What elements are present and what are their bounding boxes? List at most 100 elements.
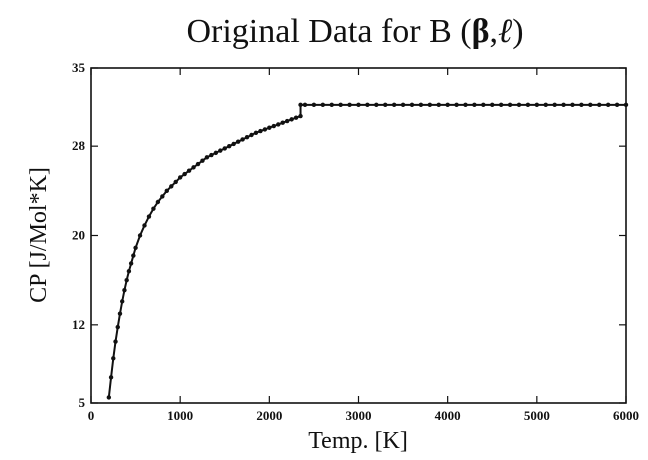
data-point (374, 102, 379, 108)
plot-frame (90, 67, 627, 404)
data-point (418, 102, 424, 108)
data-point (267, 125, 272, 130)
data-point (356, 102, 361, 108)
data-point (579, 102, 584, 108)
data-point (605, 102, 611, 108)
data-point (218, 148, 223, 153)
x-tick-label: 3000 (346, 408, 372, 423)
data-point (472, 102, 477, 108)
data-point (481, 102, 486, 108)
x-tick-label: 0 (88, 408, 95, 423)
data-point (106, 395, 112, 400)
data-point (293, 115, 299, 120)
x-tick-label: 1000 (167, 408, 193, 423)
data-point (588, 102, 593, 108)
data-point (191, 165, 196, 170)
data-point (227, 143, 232, 149)
data-point (525, 102, 531, 108)
data-point (280, 120, 285, 125)
data-point (113, 339, 118, 344)
data-point (347, 102, 352, 108)
data-point (122, 288, 127, 293)
data-point (258, 128, 263, 134)
chart-title-suffix: ) (512, 13, 523, 50)
plot-border (90, 67, 627, 404)
data-point (169, 184, 174, 189)
data-point (289, 117, 294, 122)
y-tick-label: 12 (72, 317, 85, 332)
axis-ticks: 0 1000 2000 3000 4000 5000 6000 5 12 20 28 35 (72, 60, 639, 423)
data-point (160, 194, 165, 199)
chart-title-comma: , (490, 13, 499, 50)
series-line (107, 103, 626, 398)
data-point (597, 102, 602, 108)
data-point (298, 102, 303, 108)
data-point (463, 102, 468, 108)
data-point (302, 102, 308, 108)
data-point (164, 188, 169, 194)
data-point (445, 102, 450, 108)
data-point (298, 113, 303, 119)
data-point (543, 102, 548, 108)
data-point (200, 158, 205, 163)
data-point (338, 102, 343, 108)
data-point (133, 245, 138, 250)
data-point (120, 299, 125, 304)
data-point (623, 102, 629, 108)
x-tick-label: 6000 (613, 408, 639, 423)
data-point (115, 324, 120, 330)
data-point (231, 141, 236, 147)
data-point (498, 102, 504, 108)
chart-title: Original Data for B (β,ℓ) (186, 13, 523, 50)
data-point (213, 150, 219, 156)
data-point (490, 102, 495, 108)
y-tick-label: 28 (72, 138, 86, 153)
data-point (400, 102, 406, 108)
data-point (155, 199, 161, 205)
data-point (365, 102, 370, 108)
data-point (249, 132, 254, 138)
data-point (117, 311, 123, 316)
data-point (177, 175, 183, 180)
data-point (124, 277, 129, 283)
data-point (244, 135, 250, 140)
data-point (111, 356, 116, 361)
data-point (507, 102, 513, 108)
y-tick-label: 5 (79, 395, 86, 410)
chart-title-beta: β (472, 13, 490, 50)
data-point (534, 102, 540, 108)
data-series (106, 102, 629, 400)
data-point (173, 179, 178, 185)
data-point (222, 146, 227, 151)
data-point (240, 137, 245, 142)
chart-title-ell: ℓ (498, 13, 512, 50)
x-tick-label: 4000 (435, 408, 461, 423)
data-point (209, 152, 214, 158)
data-point (614, 102, 620, 108)
data-point (320, 102, 326, 108)
data-point (383, 102, 388, 108)
data-point (409, 102, 415, 108)
y-axis-label: CP [J/Mol*K] (26, 167, 52, 303)
data-point (235, 139, 241, 144)
data-point (108, 375, 114, 380)
data-point (271, 123, 276, 129)
data-point (142, 223, 147, 228)
data-point (253, 130, 259, 135)
data-point (128, 261, 134, 266)
data-point (552, 102, 557, 108)
data-point (146, 214, 152, 219)
x-axis-label: Temp. [K] (308, 428, 408, 454)
data-point (311, 102, 317, 108)
data-point (391, 102, 397, 108)
data-point (204, 155, 210, 160)
chart-title-prefix: Original Data for B ( (186, 13, 471, 50)
data-point (276, 122, 281, 127)
data-point (262, 127, 268, 132)
data-point (284, 118, 290, 124)
y-tick-label: 35 (72, 60, 86, 75)
data-point (516, 102, 522, 108)
data-point (454, 102, 459, 108)
data-point (436, 102, 441, 108)
